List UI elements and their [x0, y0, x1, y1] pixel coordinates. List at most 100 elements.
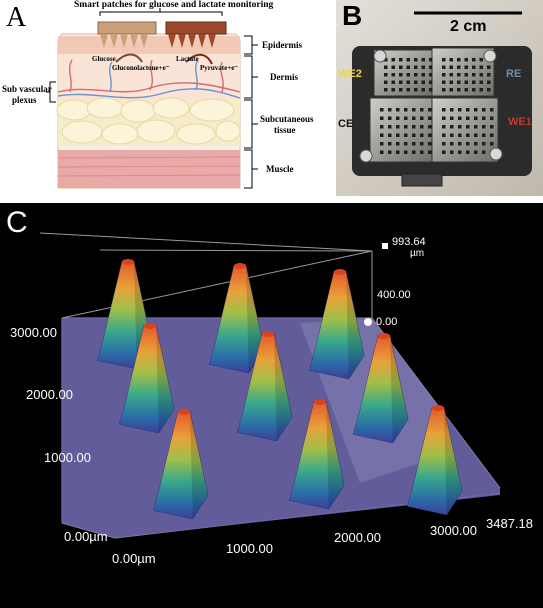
microneedle-peak — [406, 406, 463, 516]
microneedle-dot — [388, 150, 392, 154]
microneedle-dot — [428, 133, 432, 137]
layer-muscle-label: Muscle — [266, 164, 294, 174]
x-tick-2000: 2000.00 — [334, 530, 381, 545]
microneedle-dot — [399, 73, 403, 77]
microneedle-dot — [391, 73, 395, 77]
microneedle-dot — [420, 133, 424, 137]
microneedle-dot — [429, 58, 433, 62]
microneedle-dot — [442, 88, 446, 92]
microneedle-peak-shade — [390, 335, 409, 443]
microneedle-dot — [479, 58, 483, 62]
microneedle-dot — [450, 142, 454, 146]
vascular-plexus — [57, 59, 241, 99]
microneedle-dot — [406, 88, 410, 92]
microneedle-dot — [420, 116, 424, 120]
microneedle-dot — [457, 73, 461, 77]
microneedle-dot — [472, 58, 476, 62]
microneedle-dot — [472, 65, 476, 69]
microneedle-peak — [288, 400, 345, 510]
microneedle-dot — [472, 80, 476, 84]
microneedle-dot — [450, 133, 454, 137]
x-tick-3000: 3000.00 — [430, 523, 477, 538]
microneedle-dot — [388, 125, 392, 129]
microneedle-dot — [420, 125, 424, 129]
microneedle-dot — [490, 142, 494, 146]
microneedle-tip — [178, 409, 190, 415]
microneedle-tip — [314, 399, 326, 405]
microneedle-dot — [421, 65, 425, 69]
layer-subcutaneous-label-2: tissue — [274, 125, 296, 135]
z-zero-marker — [364, 318, 372, 326]
z-max-marker — [382, 243, 388, 249]
microneedle-dot — [442, 133, 446, 137]
microneedle-dot — [466, 116, 470, 120]
microneedle-dot — [428, 125, 432, 129]
microneedle-dot — [479, 65, 483, 69]
microneedle-dot — [474, 108, 478, 112]
y-tick-3000: 3000.00 — [10, 325, 57, 340]
panel-a-skin-diagram: A Smart patches for glucose and lactate … — [0, 0, 335, 196]
microneedle-dot — [458, 116, 462, 120]
electrode-ce-label: CE — [338, 118, 354, 130]
microneedle-dot — [406, 58, 410, 62]
layer-brackets — [46, 35, 258, 189]
layer-dermis-label: Dermis — [270, 72, 298, 82]
microneedle-tip — [378, 333, 390, 339]
microneedle-dot — [396, 108, 400, 112]
microneedle-tip — [432, 405, 444, 411]
microneedle-dot — [391, 80, 395, 84]
microneedle-dot — [474, 133, 478, 137]
microneedle-dot — [487, 65, 491, 69]
microneedle-dot — [384, 88, 388, 92]
y-tick-0: 0.00µm — [64, 529, 108, 544]
microneedle-dot — [482, 133, 486, 137]
microneedle-dot — [442, 125, 446, 129]
electrode-we2-label: WE2 — [338, 68, 362, 80]
microneedle-dot — [388, 116, 392, 120]
microneedle-dot — [464, 58, 468, 62]
microneedle-dot — [487, 88, 491, 92]
microneedle-dot — [414, 65, 418, 69]
microneedle-dot — [414, 58, 418, 62]
microneedle-dot — [482, 125, 486, 129]
microneedle-dot — [404, 125, 408, 129]
microneedle-peak — [352, 334, 409, 444]
microneedle-tip — [234, 263, 246, 269]
gluconolactone-label: Gluconolactone+e⁻ — [112, 64, 170, 72]
panel-c-3d-profile: C 993.64 µm 400.00 0.00 3000.00 2000.00 … — [0, 203, 543, 608]
microneedle-dot — [450, 116, 454, 120]
microneedle-dot — [388, 133, 392, 137]
microneedle-dot — [466, 142, 470, 146]
x-tick-end: 3487.18 — [486, 516, 533, 531]
microneedle-dot — [457, 58, 461, 62]
microneedle-tip — [262, 331, 274, 337]
microneedle-dot — [442, 58, 446, 62]
microneedle-dot — [396, 142, 400, 146]
microneedle-peak — [118, 324, 175, 434]
microneedle-dot — [399, 58, 403, 62]
microneedle-dot — [388, 142, 392, 146]
microneedle-arrays — [380, 58, 494, 154]
microneedle-dot — [457, 65, 461, 69]
microneedle-dot — [396, 133, 400, 137]
microneedle-peak-shade — [444, 407, 463, 515]
microneedle-dot — [380, 142, 384, 146]
microneedle-dot — [399, 65, 403, 69]
microneedle-dot — [472, 88, 476, 92]
microneedle-dot — [458, 125, 462, 129]
microneedle-dot — [380, 133, 384, 137]
dermis-band — [58, 54, 240, 100]
electrode-device-photo — [336, 0, 543, 196]
microneedle-dot — [474, 150, 478, 154]
glucose-label: Glucose — [92, 55, 116, 63]
scale-label: 2 cm — [450, 18, 487, 35]
microneedle-dot — [388, 108, 392, 112]
z-max-label: 993.64 — [392, 236, 426, 248]
microneedle-dot — [396, 116, 400, 120]
microneedle-dot — [464, 73, 468, 77]
microneedle-dot — [482, 142, 486, 146]
panel-a-title: Smart patches for glucose and lactate mo… — [74, 0, 274, 10]
microneedle-dot — [490, 133, 494, 137]
microneedle-dot — [450, 108, 454, 112]
microneedle-dot — [380, 150, 384, 154]
